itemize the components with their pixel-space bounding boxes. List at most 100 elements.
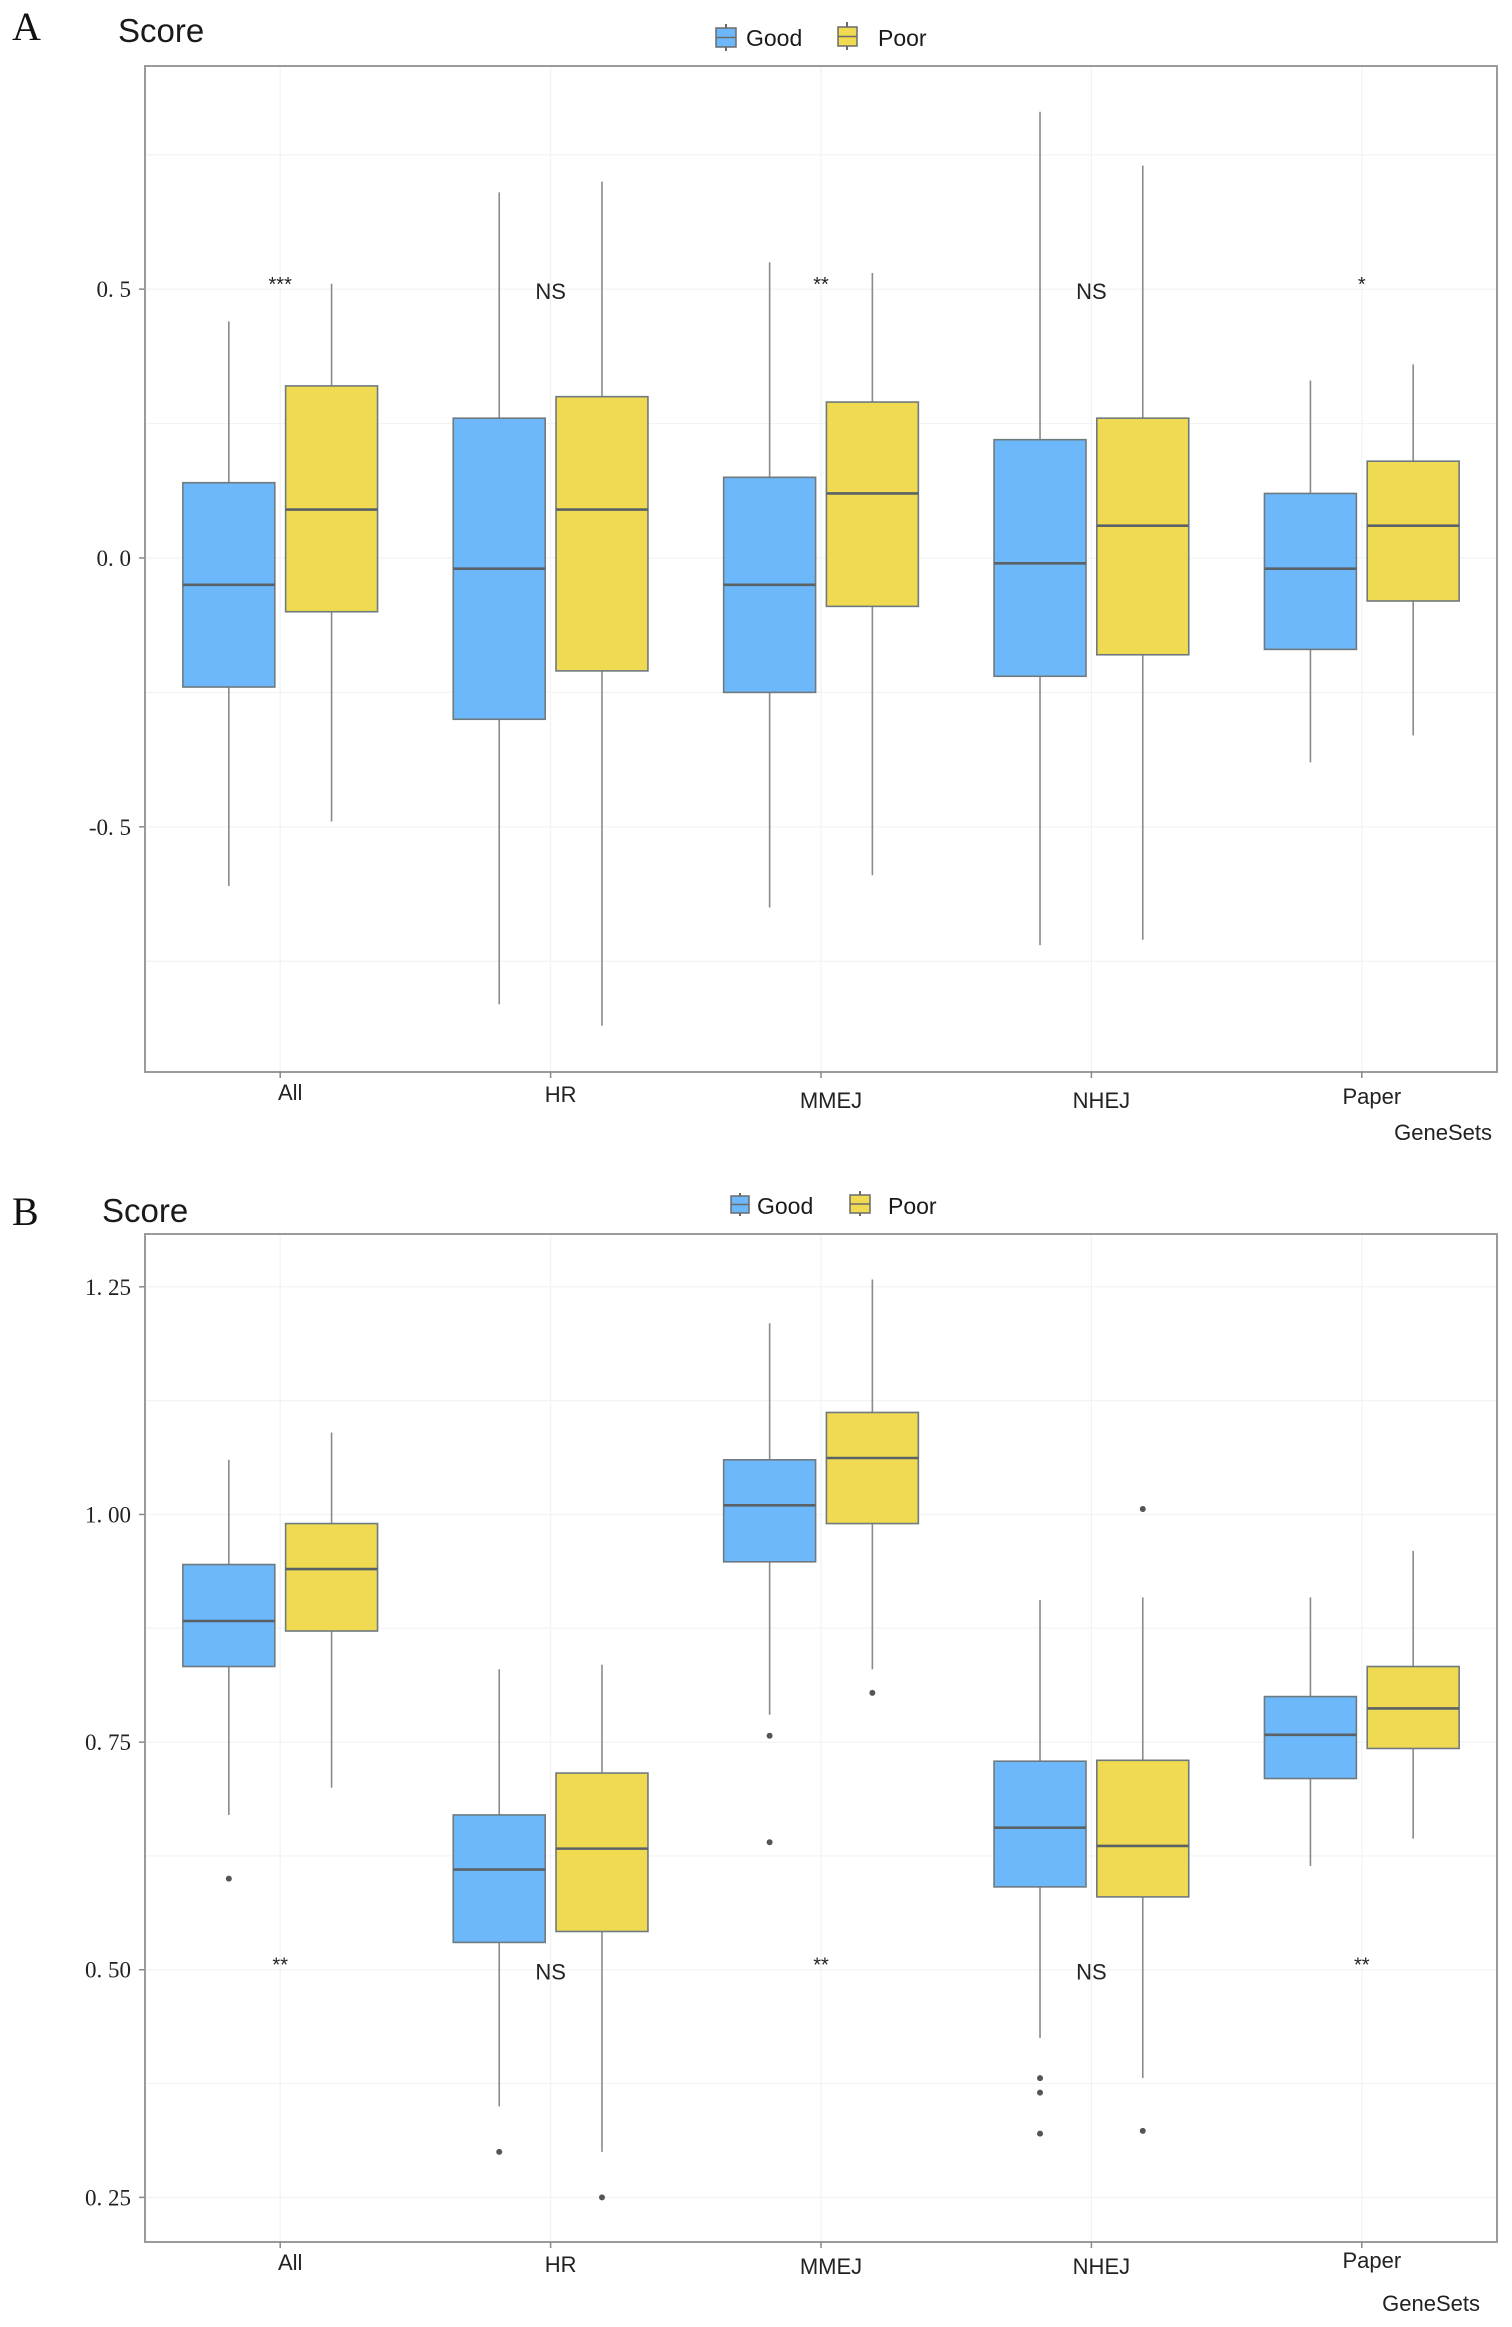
box-good-hr: [452, 192, 546, 1005]
panel-letter: B: [12, 1189, 39, 1234]
legend-item-good: Good: [730, 1193, 813, 1219]
box-iqr: [1263, 492, 1358, 651]
box-iqr: [555, 1772, 649, 1933]
outlier-point: [598, 2194, 605, 2201]
x-tick-label: NHEJ: [1073, 1088, 1130, 1113]
outlier-point: [766, 1732, 773, 1739]
box-iqr: [1263, 1695, 1358, 1780]
x-tick-label: HR: [545, 2252, 577, 2277]
x-axis-title: GeneSets: [1394, 1120, 1492, 1145]
box-iqr: [555, 395, 649, 672]
y-tick-label: 0. 0: [97, 546, 132, 571]
x-tick-label: All: [278, 2250, 302, 2275]
significance-label: NS: [535, 1960, 566, 1985]
panel-letter: A: [12, 4, 41, 49]
box-good-all: [182, 321, 276, 886]
legend-key-good-icon: [715, 24, 737, 51]
box-poor-mmej: [825, 1279, 920, 1696]
outlier-point: [1037, 2130, 1044, 2137]
legend-label: Poor: [878, 25, 927, 51]
box-iqr: [825, 401, 920, 608]
significance-label: **: [272, 1955, 288, 1977]
legend: Good Poor: [715, 22, 927, 51]
box-iqr: [452, 1814, 546, 1944]
box-iqr: [1096, 417, 1190, 656]
significance-label: NS: [535, 279, 566, 304]
panel-b: B Score Good Poor GeneSets 0. 25: [12, 1189, 1498, 2316]
y-tick-label: 0. 75: [85, 1730, 131, 1755]
x-tick-label: NHEJ: [1073, 2254, 1130, 2279]
significance-label: *: [1358, 274, 1366, 296]
box-iqr: [284, 385, 379, 613]
significance-label: **: [1354, 1955, 1370, 1977]
outlier-point: [869, 1689, 876, 1696]
box-good-mmej: [722, 262, 817, 908]
box-poor-hr: [555, 181, 649, 1026]
significance-label: ***: [269, 274, 293, 296]
y-tick-label: 0. 50: [85, 1958, 131, 1983]
legend: Good Poor: [730, 1191, 937, 1219]
x-axis-title: GeneSets: [1382, 2291, 1480, 2316]
y-tick-label: 1. 25: [85, 1275, 131, 1300]
legend-key-good-icon: [730, 1193, 750, 1216]
box-good-paper: [1263, 1597, 1358, 1866]
box-poor-all: [284, 283, 379, 822]
panel-a: A Score Good Poor GeneSets -0. 5: [12, 4, 1498, 1145]
x-tick-label: HR: [545, 1082, 577, 1107]
plot-area-a: -0. 5 0. 0 0. 5 *** NS ** NS * All HR MMEJ NHEJ Pape…: [89, 65, 1498, 1113]
outlier-point: [1139, 1505, 1146, 1512]
y-axis-title: Score: [102, 1192, 188, 1229]
plot-area-b: 0. 25 0. 50 0. 75 1. 00 1. 25 ** NS ** NS ** All HR…: [85, 1233, 1498, 2279]
box-iqr: [993, 438, 1087, 678]
outlier-point: [496, 2148, 503, 2155]
legend-item-good: Good: [715, 24, 802, 51]
outlier-point: [225, 1875, 232, 1882]
legend-label: Good: [746, 25, 802, 51]
box-iqr: [182, 1563, 276, 1668]
significance-label: NS: [1076, 1960, 1107, 1985]
box-iqr: [825, 1411, 920, 1525]
box-poor-hr: [555, 1664, 649, 2201]
x-tick-label: Paper: [1342, 1084, 1401, 1109]
x-tick-label: MMEJ: [800, 2254, 862, 2279]
box-iqr: [993, 1760, 1087, 1888]
box-good-nhej: [993, 1600, 1087, 2137]
box-poor-nhej: [1096, 1505, 1190, 2134]
significance-label: NS: [1076, 279, 1107, 304]
significance-label: **: [813, 274, 829, 296]
outlier-point: [766, 1839, 773, 1846]
outlier-point: [1037, 2089, 1044, 2096]
box-good-hr: [452, 1669, 546, 2155]
legend-key-poor-icon: [849, 1191, 871, 1216]
y-tick-label: 0. 5: [97, 277, 132, 302]
legend-label: Poor: [888, 1193, 937, 1219]
box-poor-paper: [1366, 1550, 1460, 1839]
box-good-all: [182, 1459, 276, 1882]
x-tick-label: All: [278, 1080, 302, 1105]
box-poor-all: [284, 1432, 379, 1788]
box-good-paper: [1263, 380, 1358, 763]
y-tick-label: 0. 25: [85, 2185, 131, 2210]
box-poor-paper: [1366, 364, 1460, 736]
legend-item-poor: Poor: [849, 1191, 937, 1219]
outlier-point: [1139, 2127, 1146, 2134]
x-tick-label: Paper: [1342, 2248, 1401, 2273]
legend-label: Good: [757, 1193, 813, 1219]
box-iqr: [284, 1522, 379, 1632]
y-axis-title: Score: [118, 12, 204, 49]
y-tick-label: -0. 5: [89, 815, 131, 840]
legend-key-poor-icon: [837, 22, 858, 50]
y-tick-label: 1. 00: [85, 1502, 131, 1527]
x-tick-label: MMEJ: [800, 1088, 862, 1113]
box-iqr: [1096, 1759, 1190, 1898]
box-good-mmej: [722, 1323, 817, 1846]
box-poor-nhej: [1096, 165, 1190, 940]
significance-label: **: [813, 1955, 829, 1977]
box-poor-mmej: [825, 273, 920, 876]
outlier-point: [1037, 2075, 1044, 2082]
legend-item-poor: Poor: [837, 22, 927, 51]
box-good-nhej: [993, 111, 1087, 946]
box-iqr: [1366, 460, 1460, 602]
box-iqr: [722, 1459, 817, 1563]
